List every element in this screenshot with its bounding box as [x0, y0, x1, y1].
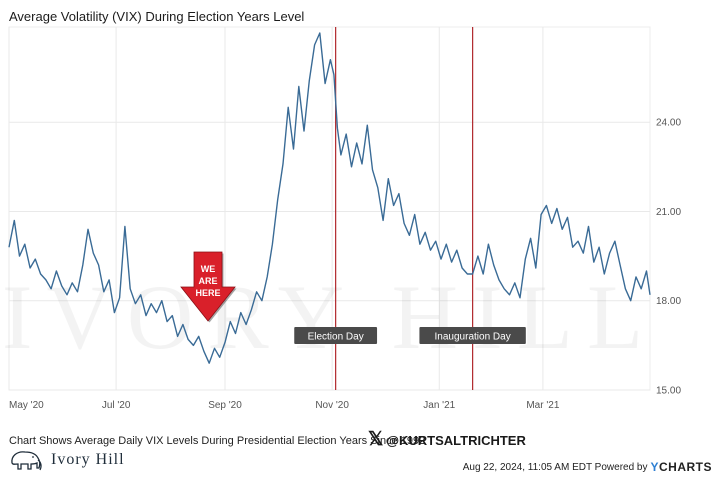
- arrow-callout: WE ARE HERE: [180, 251, 237, 323]
- chart-title: Average Volatility (VIX) During Election…: [9, 9, 305, 24]
- event-label: Election Day: [294, 327, 378, 344]
- brand-logo: Ivory Hill: [9, 449, 125, 471]
- grid-layer: [8, 26, 651, 391]
- x-tick-label: Sep '20: [208, 400, 242, 411]
- x-logo-icon: 𝕏: [368, 429, 384, 450]
- timestamp: Aug 22, 2024, 11:05 AM EDT Powered by: [462, 461, 648, 473]
- down-arrow-icon: [180, 251, 236, 322]
- watermark-text: IVORY HILL: [2, 266, 657, 368]
- event-label-box: [294, 327, 378, 344]
- series-layer: [8, 32, 651, 364]
- y-axis: 15.00 18.00 21.00 24.00: [656, 118, 681, 397]
- event-label: Inauguration Day: [419, 327, 526, 344]
- annotation-labels: Election Day Inauguration Day: [294, 327, 526, 344]
- powered-by: Aug 22, 2024, 11:05 AM EDT Powered by YC…: [463, 460, 712, 474]
- y-tick-label: 18.00: [656, 296, 681, 307]
- y-tick-label: 15.00: [656, 386, 681, 397]
- ycharts-logo-y: Y: [650, 460, 659, 474]
- x-axis: May '20 Jul '20 Sep '20 Nov '20 Jan '21 Mar '…: [9, 400, 560, 411]
- x-tick-label: Mar '21: [526, 400, 559, 411]
- callout-text: HERE: [195, 288, 220, 298]
- y-tick-label: 21.00: [656, 207, 681, 218]
- x-tick-label: May '20: [9, 400, 44, 411]
- brand-name: Ivory Hill: [51, 451, 125, 468]
- twitter-handle: @KURTSALTRICHTER: [386, 432, 526, 448]
- x-tick-label: Jul '20: [102, 400, 131, 411]
- series-line: [8, 32, 651, 364]
- y-tick-label: 24.00: [656, 118, 681, 129]
- x-tick-label: Jan '21: [423, 400, 455, 411]
- watermark: IVORY HILL: [2, 266, 657, 368]
- footer-note: Chart Shows Average Daily VIX Levels Dur…: [9, 435, 426, 447]
- event-label-box: [419, 327, 526, 344]
- event-label-text: Election Day: [308, 332, 364, 343]
- ycharts-logo: YCHARTS: [650, 460, 712, 474]
- ycharts-logo-rest: CHARTS: [659, 460, 712, 474]
- callout-text: WE: [201, 264, 216, 274]
- event-label-text: Inauguration Day: [435, 332, 511, 343]
- we-are-here-callout: WE ARE HERE: [180, 251, 237, 323]
- elephant-icon: [11, 451, 42, 471]
- x-tick-label: Nov '20: [315, 400, 349, 411]
- callout-text: ARE: [198, 276, 217, 286]
- twitter-credit[interactable]: 𝕏 @KURTSALTRICHTER: [368, 429, 526, 450]
